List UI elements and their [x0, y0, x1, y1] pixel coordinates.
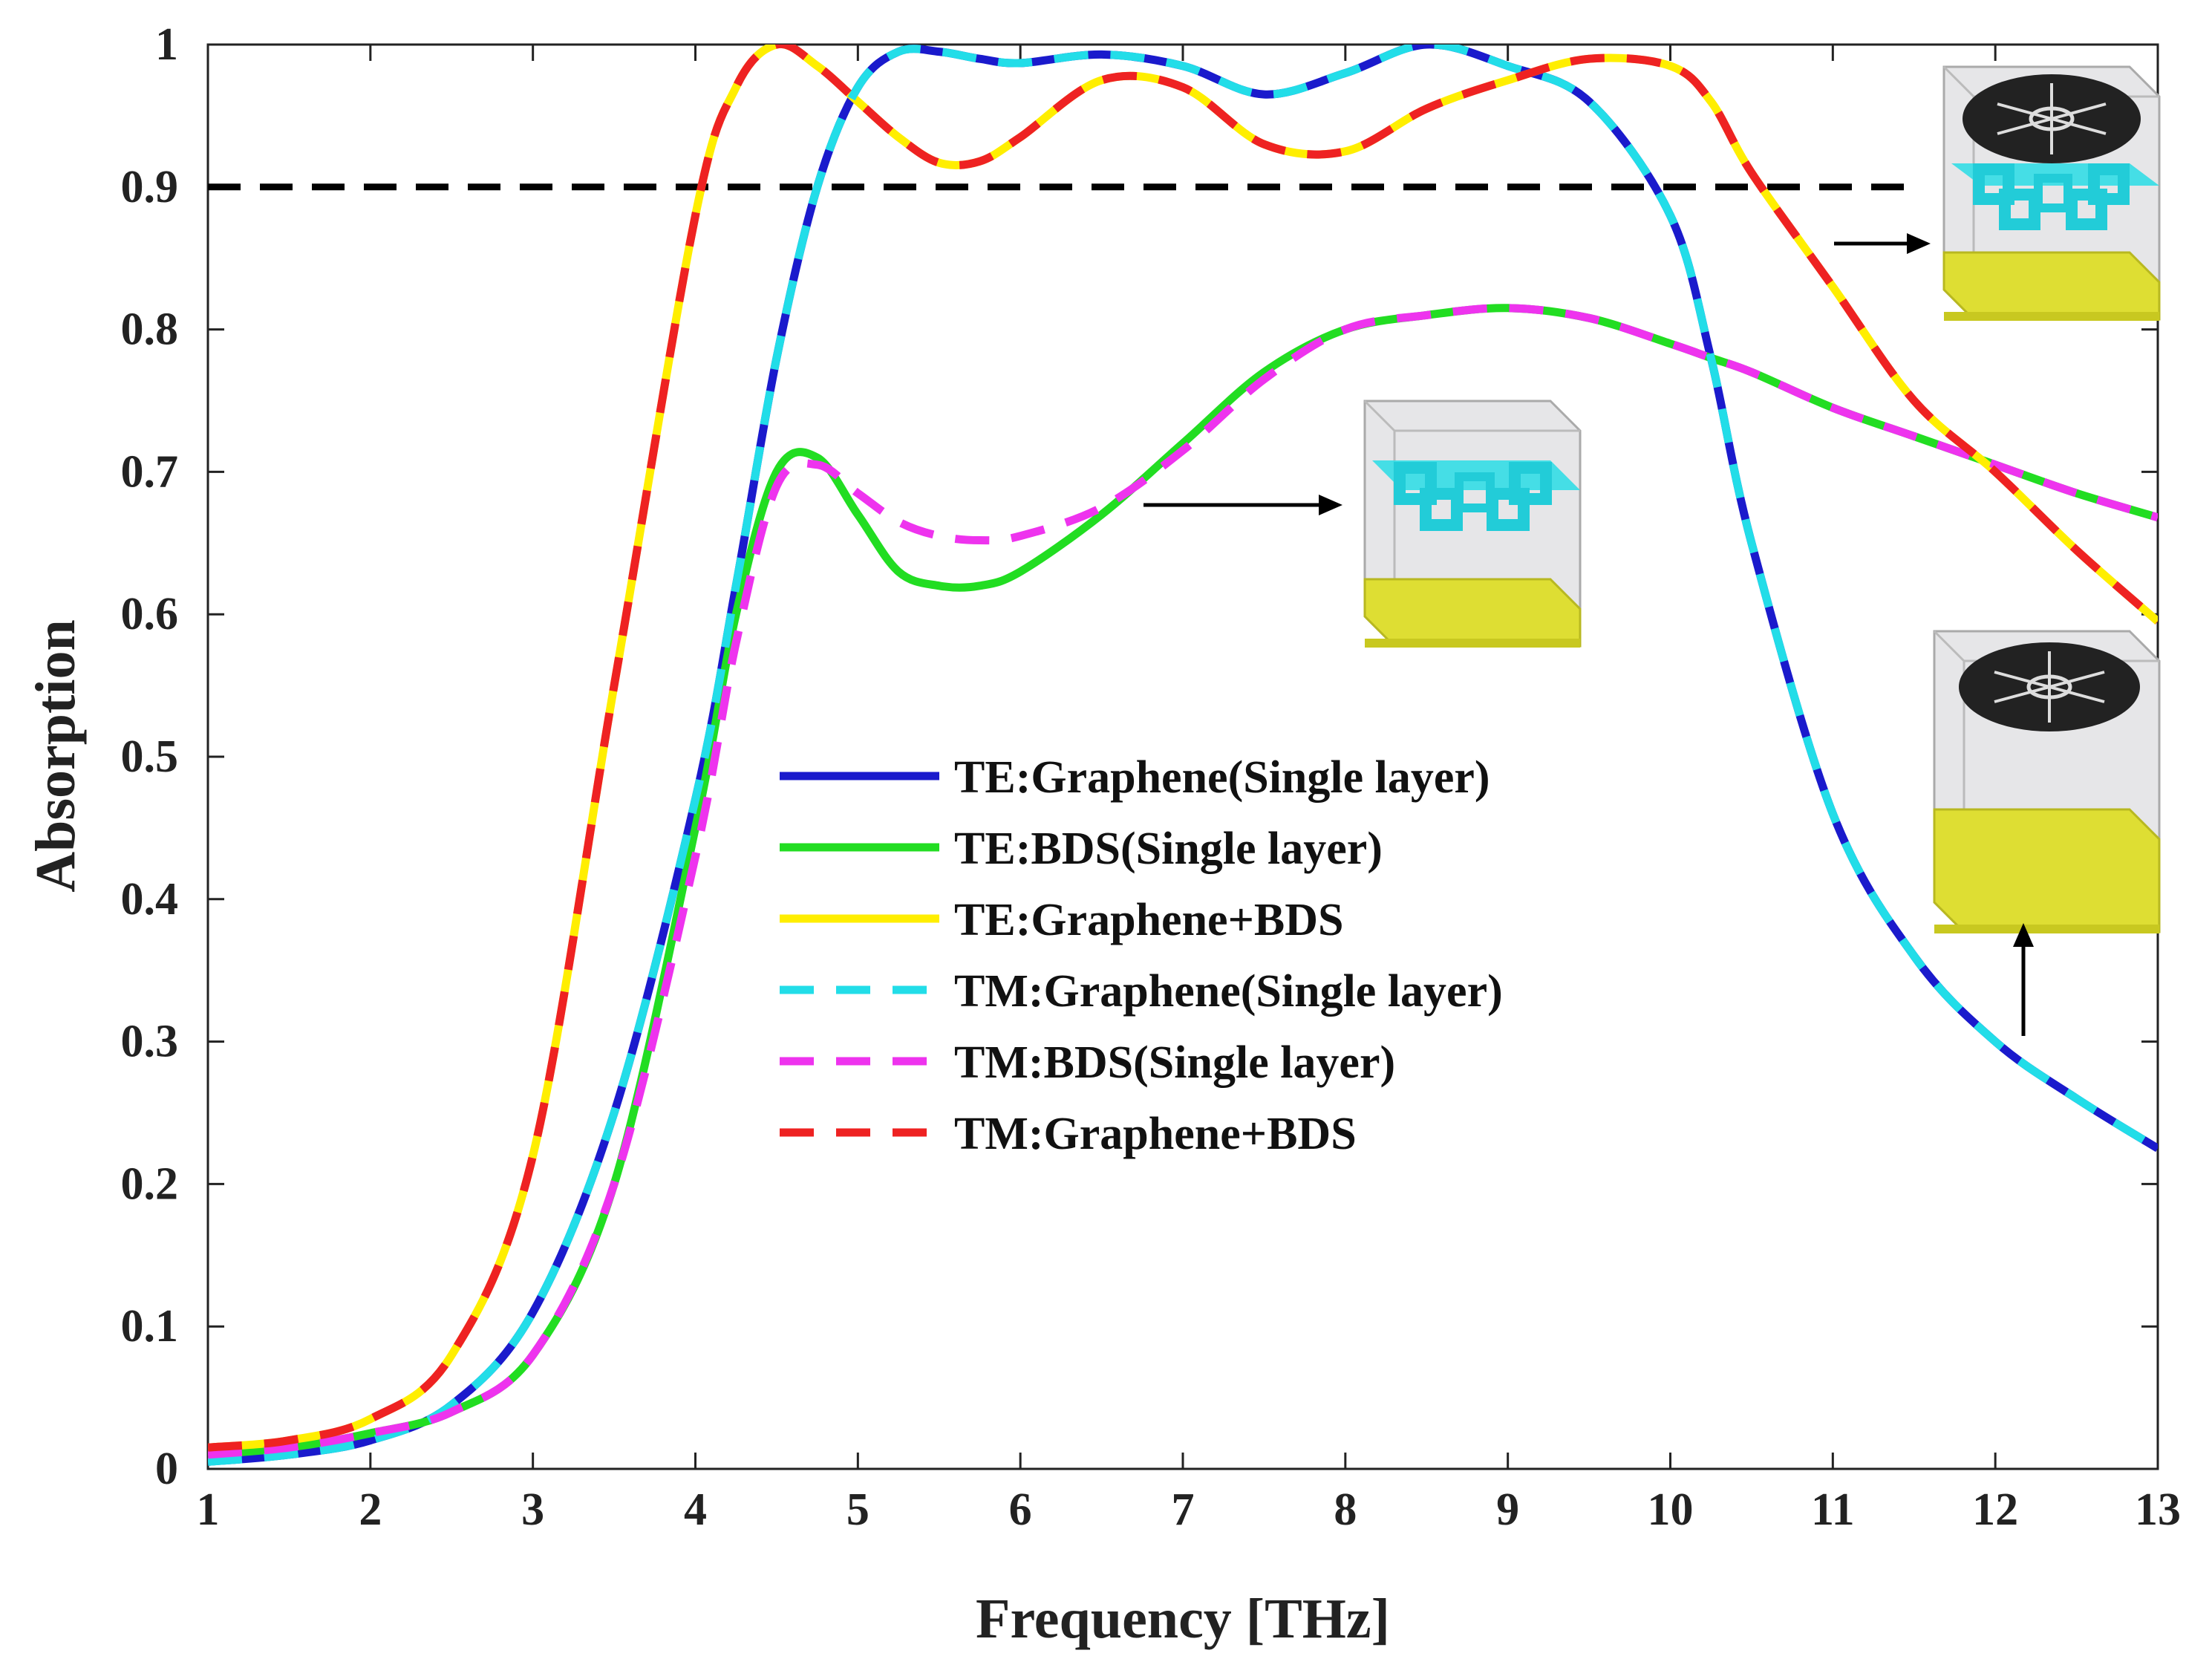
- legend-label: TE:Graphene(Single layer): [954, 752, 1490, 803]
- y-tick-label: 0: [155, 1444, 178, 1494]
- y-tick-label: 0.8: [121, 304, 179, 355]
- arrow-to-graphene-plus-bds: [1834, 233, 1931, 254]
- x-tick-label: 4: [684, 1484, 707, 1535]
- y-tick-label: 0.1: [121, 1301, 179, 1352]
- y-tick-label: 0.9: [121, 162, 179, 212]
- x-tick-label: 12: [1972, 1484, 2018, 1535]
- arrow-to-graphene: [1143, 495, 1342, 515]
- x-tick-label: 7: [1172, 1484, 1195, 1535]
- legend: TE:Graphene(Single layer) TE:BDS(Single l…: [780, 752, 1503, 1159]
- x-tick-label: 11: [1811, 1484, 1855, 1535]
- y-axis: 0 0.1 0.2 0.3 0.4 0.5 0.6 0.7 0.8 0.9 1: [121, 19, 2158, 1494]
- x-tick-label: 5: [846, 1484, 870, 1535]
- legend-label: TM:Graphene+BDS: [954, 1109, 1357, 1159]
- x-axis: 1 2 3 4 5 6 7 8 9 10 11 12 13: [197, 45, 2181, 1535]
- x-tick-label: 8: [1334, 1484, 1357, 1535]
- series-line-4: [208, 304, 2158, 1459]
- x-tick-label: 1: [197, 1484, 220, 1535]
- series-line-5: [208, 45, 2158, 1452]
- legend-label: TM:BDS(Single layer): [954, 1037, 1395, 1088]
- legend-label: TE:BDS(Single layer): [954, 824, 1383, 874]
- x-tick-label: 2: [359, 1484, 382, 1535]
- y-tick-label: 0.4: [121, 874, 179, 925]
- x-tick-label: 9: [1496, 1484, 1519, 1535]
- unit-cell-graphene-icon: [1363, 400, 1582, 648]
- x-tick-label: 10: [1648, 1484, 1694, 1535]
- x-tick-label: 13: [2135, 1484, 2181, 1535]
- unit-cell-bds-icon: [1933, 630, 2161, 933]
- legend-label: TE:Graphene+BDS: [954, 895, 1344, 945]
- y-tick-label: 0.2: [121, 1158, 179, 1209]
- unit-cell-graphene-plus-bds-icon: [1942, 65, 2161, 321]
- y-tick-label: 0.6: [121, 589, 179, 639]
- y-axis-title: Absorption: [25, 619, 87, 892]
- y-tick-label: 1: [155, 19, 178, 70]
- arrow-to-bds: [2013, 923, 2034, 1036]
- y-tick-label: 0.7: [121, 446, 179, 497]
- series-layer: [208, 45, 2158, 1466]
- legend-label: TM:Graphene(Single layer): [954, 966, 1503, 1017]
- x-axis-title: Frequency [THz]: [976, 1588, 1390, 1650]
- x-tick-label: 3: [521, 1484, 544, 1535]
- y-tick-label: 0.3: [121, 1017, 179, 1067]
- x-tick-label: 6: [1009, 1484, 1032, 1535]
- series-line-3: [208, 45, 2158, 1466]
- y-tick-label: 0.5: [121, 731, 179, 782]
